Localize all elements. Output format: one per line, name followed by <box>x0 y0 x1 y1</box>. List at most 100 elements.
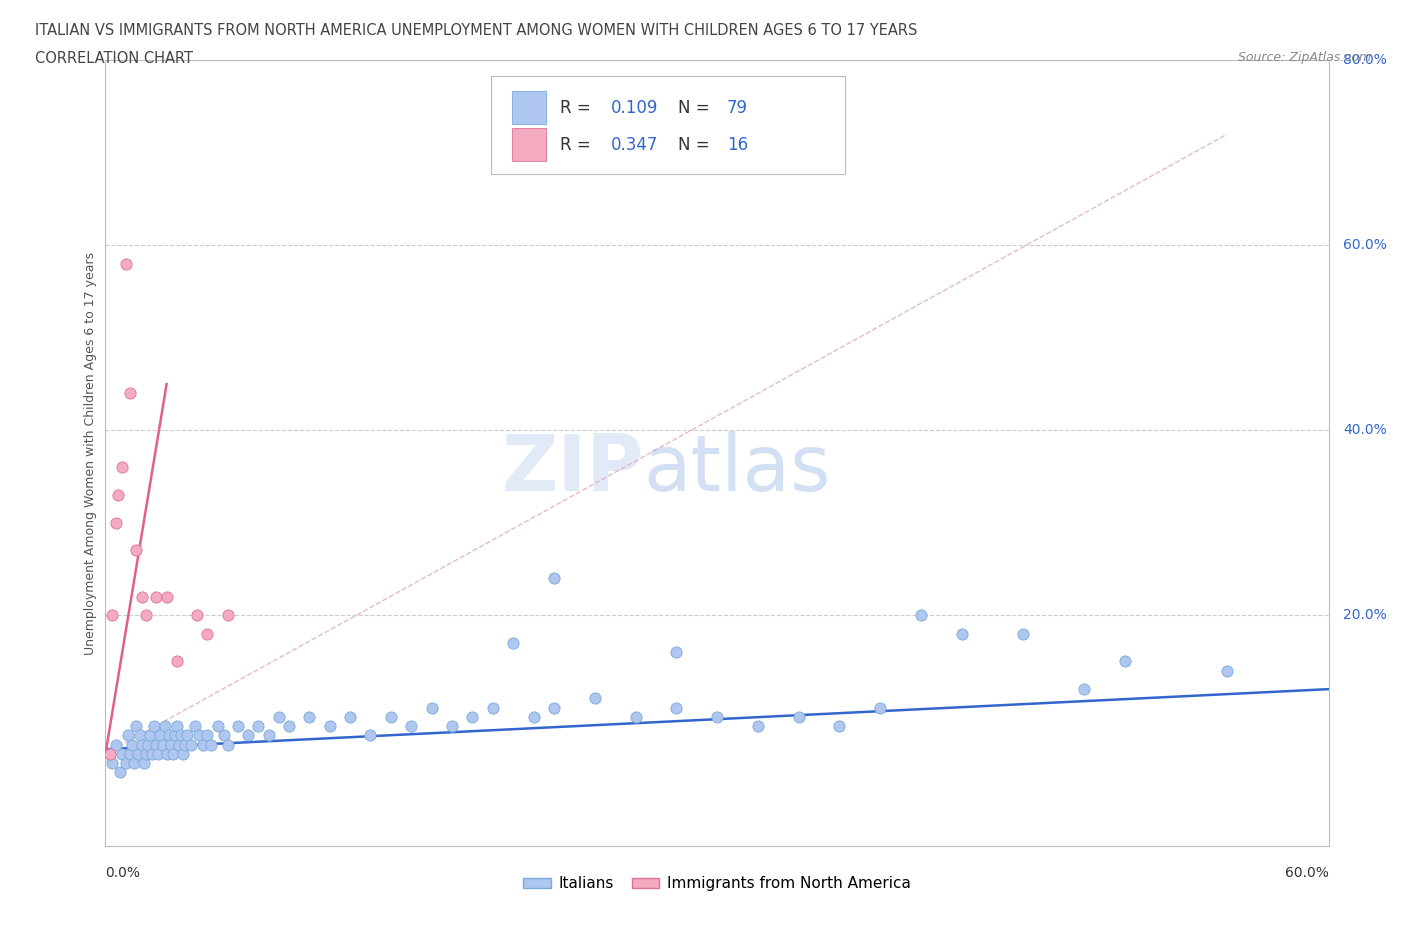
Point <box>104 515 127 530</box>
Point <box>170 728 193 743</box>
Point <box>163 728 186 743</box>
Point <box>155 590 177 604</box>
Point <box>1215 663 1237 678</box>
Point <box>869 700 891 715</box>
Text: N =: N = <box>678 136 714 153</box>
Point <box>122 756 145 771</box>
Point <box>167 737 190 752</box>
Point <box>180 737 202 752</box>
Point <box>583 691 606 706</box>
Point <box>107 487 129 502</box>
Point <box>136 737 159 752</box>
Point <box>665 700 688 715</box>
Text: CORRELATION CHART: CORRELATION CHART <box>35 51 193 66</box>
Point <box>706 710 728 724</box>
FancyBboxPatch shape <box>512 128 546 161</box>
Point <box>217 737 239 752</box>
Text: Source: ZipAtlas.com: Source: ZipAtlas.com <box>1237 51 1371 64</box>
Point <box>145 737 167 752</box>
Point <box>148 747 170 762</box>
Point <box>131 737 153 752</box>
Point <box>207 719 229 734</box>
Point <box>134 756 156 771</box>
Text: 60.0%: 60.0% <box>1285 866 1329 880</box>
Point <box>665 644 688 659</box>
Point <box>159 737 181 752</box>
Point <box>127 747 149 762</box>
Text: 79: 79 <box>727 99 748 116</box>
Point <box>747 719 769 734</box>
Point <box>184 719 207 734</box>
Text: 60.0%: 60.0% <box>1343 238 1388 252</box>
Text: N =: N = <box>678 99 714 116</box>
Point <box>217 607 239 622</box>
Point <box>166 654 188 669</box>
Point <box>166 719 188 734</box>
Point <box>118 386 141 401</box>
Point <box>318 719 342 734</box>
Point <box>247 719 270 734</box>
Point <box>186 607 208 622</box>
Point <box>152 737 174 752</box>
Point <box>193 737 215 752</box>
Point <box>111 747 134 762</box>
Point <box>149 728 172 743</box>
Point <box>461 710 484 724</box>
Text: 0.0%: 0.0% <box>105 866 141 880</box>
Point <box>188 728 211 743</box>
Point <box>145 590 167 604</box>
Point <box>143 719 166 734</box>
Point <box>212 728 235 743</box>
Point <box>162 747 184 762</box>
Text: ITALIAN VS IMMIGRANTS FROM NORTH AMERICA UNEMPLOYMENT AMONG WOMEN WITH CHILDREN : ITALIAN VS IMMIGRANTS FROM NORTH AMERICA… <box>35 23 918 38</box>
Point <box>131 590 153 604</box>
Point <box>828 719 851 734</box>
Point <box>226 719 249 734</box>
Point <box>339 710 361 724</box>
Text: atlas: atlas <box>644 432 831 507</box>
Text: R =: R = <box>561 136 596 153</box>
Point <box>195 626 219 641</box>
Point <box>118 747 141 762</box>
Point <box>117 728 139 743</box>
Point <box>135 607 157 622</box>
Point <box>115 257 138 272</box>
Point <box>523 710 546 724</box>
Point <box>787 710 810 724</box>
Point <box>236 728 259 743</box>
Point <box>200 737 222 752</box>
Point <box>176 728 198 743</box>
Point <box>121 737 143 752</box>
Point <box>157 728 180 743</box>
Point <box>502 635 524 650</box>
Point <box>104 737 127 752</box>
Point <box>100 756 122 771</box>
Point <box>100 607 122 622</box>
Point <box>543 571 565 586</box>
Point <box>172 747 194 762</box>
Text: 16: 16 <box>727 136 748 153</box>
Point <box>257 728 280 743</box>
Text: 0.109: 0.109 <box>610 99 658 116</box>
Text: ZIP: ZIP <box>502 432 644 507</box>
Point <box>125 543 148 558</box>
Point <box>129 728 152 743</box>
Point <box>125 719 148 734</box>
Point <box>950 626 973 641</box>
Point <box>399 719 422 734</box>
Point <box>108 764 131 779</box>
Y-axis label: Unemployment Among Women with Children Ages 6 to 17 years: Unemployment Among Women with Children A… <box>84 252 97 655</box>
Point <box>155 747 177 762</box>
Point <box>278 719 301 734</box>
Point <box>481 700 503 715</box>
Point <box>174 737 197 752</box>
Point <box>543 700 565 715</box>
FancyBboxPatch shape <box>512 91 546 124</box>
Point <box>141 747 163 762</box>
Point <box>440 719 463 734</box>
Legend: Italians, Immigrants from North America: Italians, Immigrants from North America <box>517 870 917 897</box>
Text: 20.0%: 20.0% <box>1343 608 1388 622</box>
Point <box>624 710 647 724</box>
Point <box>298 710 321 724</box>
Point <box>115 756 138 771</box>
